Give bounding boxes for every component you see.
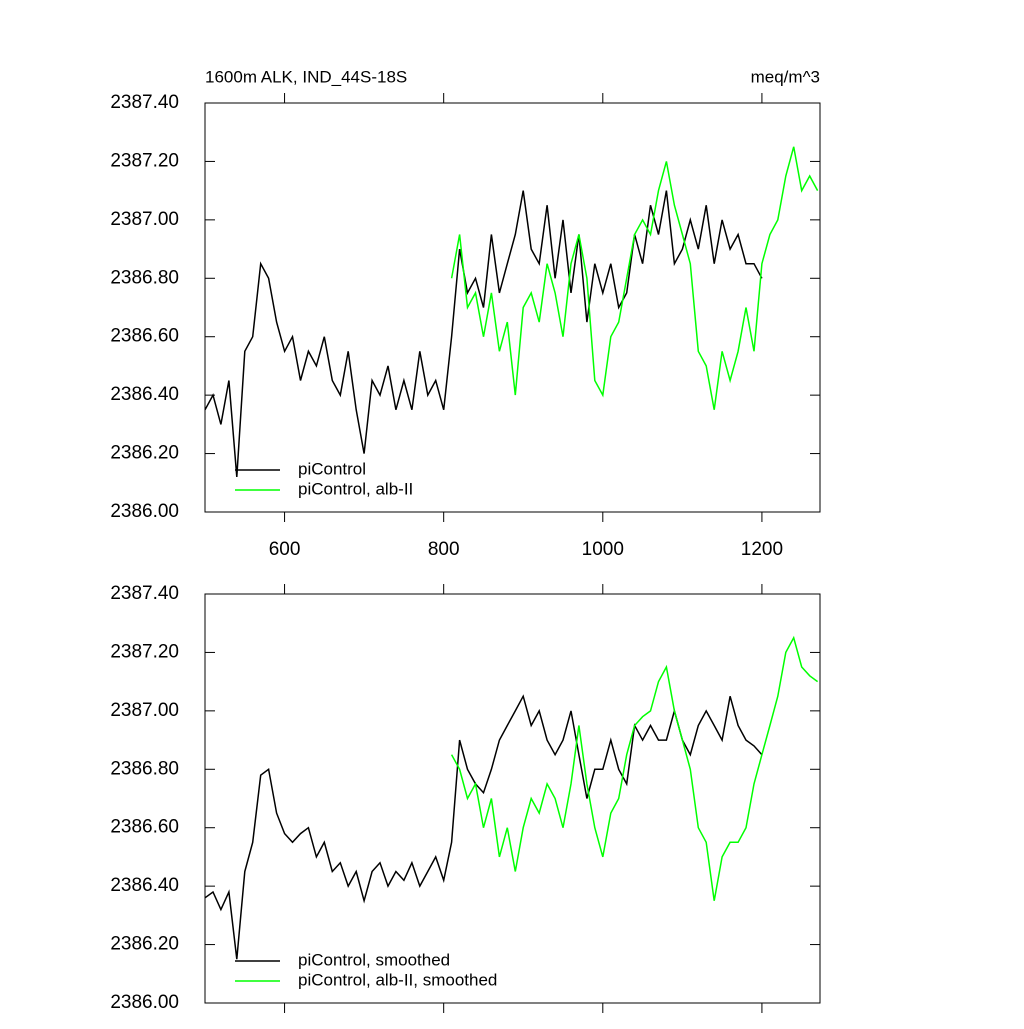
legend-label: piControl, smoothed [298, 950, 450, 969]
y-tick-label: 2387.40 [110, 92, 179, 113]
y-tick-label: 2386.60 [110, 817, 179, 838]
chart-title: 1600m ALK, IND_44S-18S [205, 67, 407, 86]
x-tick-label: 1200 [741, 539, 783, 560]
x-tick-label: 1000 [582, 539, 624, 560]
plot-frame [204, 102, 821, 513]
y-tick-label: 2386.20 [110, 443, 179, 464]
y-tick-label: 2387.00 [110, 209, 179, 230]
units-label: meq/m^3 [751, 67, 820, 86]
y-tick-label: 2386.20 [110, 934, 179, 955]
y-tick-label: 2387.00 [110, 700, 179, 721]
y-tick-label: 2386.40 [110, 384, 179, 405]
series-line [204, 694, 763, 960]
y-tick-label: 2386.00 [110, 992, 179, 1013]
series-line [450, 146, 819, 410]
x-tick-label: 600 [269, 539, 301, 560]
legend-label: piControl [298, 459, 366, 478]
series-line [450, 635, 819, 901]
x-tick-label: 800 [428, 539, 460, 560]
y-tick-label: 2387.20 [110, 641, 179, 662]
y-tick-label: 2386.00 [110, 501, 179, 522]
legend-label: piControl, alb-II [298, 479, 413, 498]
plot-frame [204, 593, 821, 1004]
y-tick-label: 2386.80 [110, 758, 179, 779]
legend-label: piControl, alb-II, smoothed [298, 970, 497, 989]
series-line [204, 190, 763, 477]
y-tick-label: 2386.80 [110, 267, 179, 288]
y-tick-label: 2386.60 [110, 326, 179, 347]
y-tick-label: 2387.20 [110, 150, 179, 171]
y-tick-label: 2387.40 [110, 583, 179, 604]
y-tick-label: 2386.40 [110, 875, 179, 896]
